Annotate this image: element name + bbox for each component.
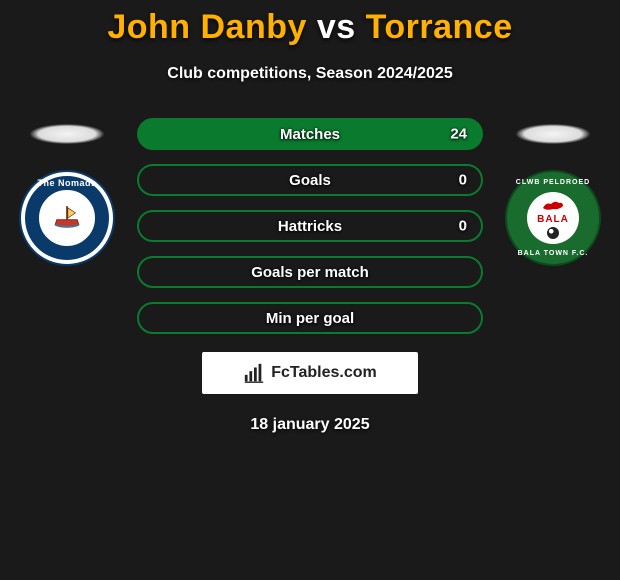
- stat-pill: Hattricks 0: [137, 210, 483, 242]
- crest2-bot-text: BALA TOWN F.C.: [510, 250, 596, 257]
- stat-value-right: 24: [450, 126, 467, 143]
- stat-pill: Goals per match: [137, 256, 483, 288]
- page-title: John Danby vs Torrance: [0, 8, 620, 47]
- watermark-text: FcTables.com: [271, 364, 377, 382]
- left-side: The Nomads: [15, 118, 119, 266]
- player1-silhouette: [15, 120, 119, 148]
- stat-label: Min per goal: [266, 310, 354, 327]
- chart-icon: [243, 362, 265, 384]
- crest1-label: The Nomads: [21, 178, 113, 188]
- player2-silhouette: [501, 120, 605, 148]
- dragon-icon: [541, 198, 565, 212]
- date-label: 18 january 2025: [0, 416, 620, 434]
- player2-name: Torrance: [366, 8, 513, 46]
- watermark[interactable]: FcTables.com: [202, 352, 418, 394]
- stat-pill: Matches 24: [137, 118, 483, 150]
- club1-crest: The Nomads: [19, 170, 115, 266]
- ship-icon: [50, 201, 84, 235]
- crest1-inner: [44, 195, 90, 241]
- stat-label: Hattricks: [278, 218, 342, 235]
- player1-name: John Danby: [107, 8, 307, 46]
- stat-pill: Goals 0: [137, 164, 483, 196]
- stat-label: Goals: [289, 172, 331, 189]
- stat-pill: Min per goal: [137, 302, 483, 334]
- crest2-top-text: CLWB PELDROED: [510, 179, 596, 186]
- ball-icon: [547, 227, 559, 239]
- comparison-card: John Danby vs Torrance Club competitions…: [0, 0, 620, 434]
- stats-column: Matches 24 Goals 0 Hattricks 0 Goals per match…: [137, 118, 483, 334]
- vs-label: vs: [317, 8, 356, 46]
- subtitle: Club competitions, Season 2024/2025: [0, 65, 620, 83]
- club2-crest: CLWB PELDROED BALA TOWN F.C. BALA: [505, 170, 601, 266]
- stat-label: Goals per match: [251, 264, 369, 281]
- right-side: CLWB PELDROED BALA TOWN F.C. BALA: [501, 118, 605, 266]
- crest2-inner: BALA: [527, 192, 579, 244]
- main-row: The Nomads Matches24Goals0Hattricks0Goal…: [0, 118, 620, 334]
- stat-label: Matches: [280, 126, 340, 143]
- stat-value-right: 0: [459, 218, 467, 235]
- crest2-name: BALA: [537, 214, 569, 225]
- stat-value-right: 0: [459, 172, 467, 189]
